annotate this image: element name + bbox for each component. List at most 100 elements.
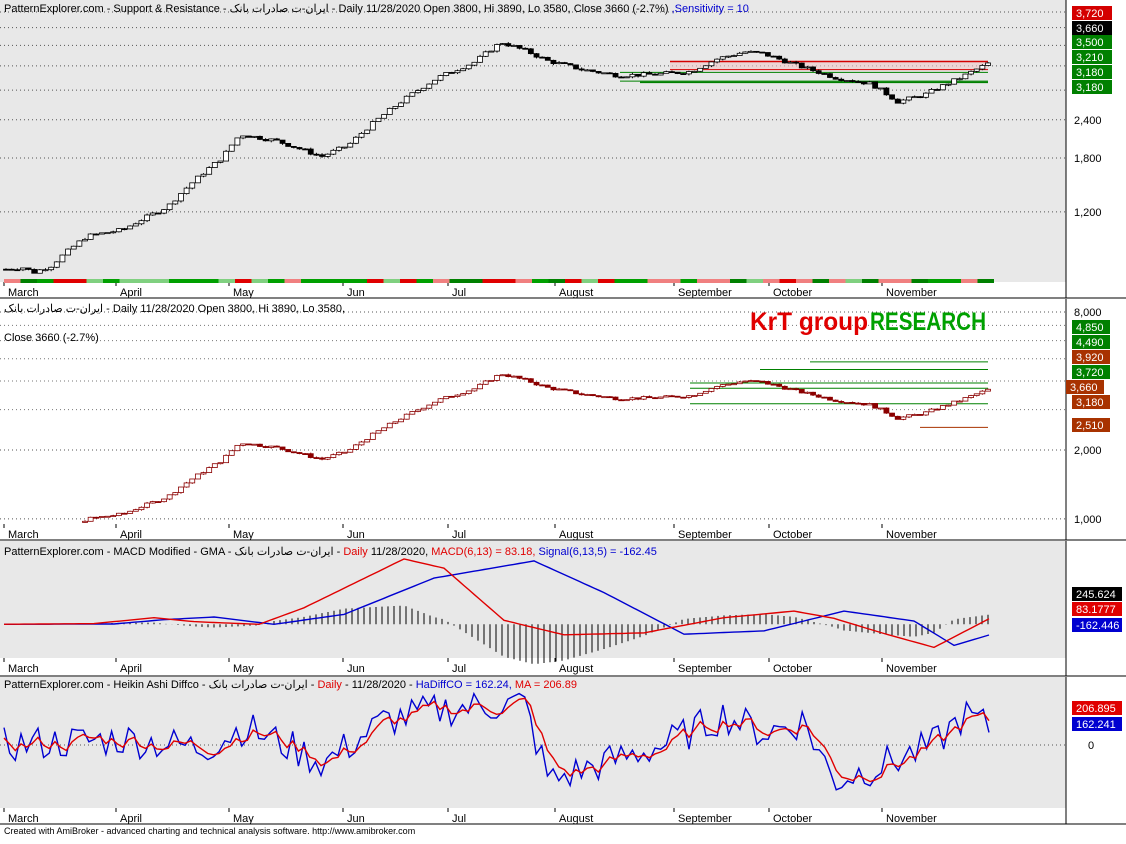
pane-2-candle	[776, 383, 783, 387]
pane-1-trend-strip	[746, 279, 763, 283]
pane-2-candle	[403, 413, 410, 420]
month-label: April	[120, 529, 142, 541]
pane-1-trend-strip	[713, 279, 730, 283]
pane-1-candle	[567, 63, 574, 66]
pane-1-candle	[860, 81, 867, 85]
pane-2-candle	[736, 381, 743, 385]
pane-1-candle	[900, 99, 907, 104]
pane-2-candle	[889, 412, 895, 417]
pane-1-candle	[505, 43, 512, 47]
pane-1-candle	[132, 223, 139, 227]
pane-2-candle	[443, 395, 450, 400]
pane-1-trend-strip	[70, 279, 87, 283]
pane-2-candle	[951, 400, 958, 406]
pane-1-candle	[889, 94, 895, 100]
pane-1-candle	[883, 87, 890, 96]
pane-2-candle	[793, 388, 800, 391]
pane-1-trend-strip	[779, 279, 796, 283]
pane-1-candle	[240, 135, 246, 139]
pane-1-candle	[296, 147, 303, 150]
month-label: Jul	[452, 529, 466, 541]
pane-2-candle	[245, 443, 252, 446]
month-label: Jul	[452, 287, 466, 299]
pane-1-trend-strip	[598, 279, 615, 283]
pane-2-candle	[149, 501, 156, 504]
month-label: Jun	[347, 287, 365, 299]
pane-2-candle	[132, 509, 139, 512]
pane-2-candle	[409, 411, 416, 415]
month-label: April	[120, 663, 142, 675]
pane-2-candle	[375, 430, 382, 434]
pane-1-candle	[313, 153, 320, 156]
pane-1-candle	[736, 52, 743, 56]
pane-1-candle	[217, 160, 224, 163]
pane-1-candle	[838, 78, 845, 81]
pane-4-value-tag	[1072, 701, 1122, 715]
pane-1-candle	[70, 245, 77, 250]
pane-1-candle	[584, 69, 591, 72]
pane-1-candle	[172, 200, 179, 205]
pane-2-candle	[161, 498, 167, 503]
pane-1-trend-strip	[86, 279, 103, 283]
pane-2-candle	[358, 441, 365, 446]
resistance-zone	[670, 61, 988, 70]
pane-1-trend-strip	[499, 279, 516, 283]
pane-2-candle	[556, 388, 562, 391]
pane-1-candle	[674, 71, 681, 74]
pane-1-candle	[268, 138, 275, 142]
pane-1-candle	[499, 43, 506, 45]
pane-2-value-tag-text: 2,510	[1076, 420, 1104, 432]
pane-2-candle	[635, 397, 641, 400]
pane-2-value-tag-text: 3,660	[1070, 382, 1098, 394]
pane-1-candle	[962, 73, 969, 80]
pane-2-candle	[273, 445, 280, 448]
pane-1-trend-strip	[647, 279, 664, 283]
pane-1-candle	[409, 92, 416, 97]
pane-2-candle	[392, 421, 399, 424]
pane-1-candle	[488, 50, 495, 53]
pane-1-trend-strip	[829, 279, 846, 283]
pane-1-candle	[149, 212, 156, 216]
pane-2-candle	[939, 405, 946, 410]
pane-1-candle	[251, 135, 258, 138]
pane-2-candle	[945, 404, 952, 407]
pane-1-candle	[646, 72, 653, 75]
pane-2-candle	[110, 515, 117, 518]
pane-1-value-tag	[1072, 80, 1112, 94]
month-label: Jun	[347, 663, 365, 675]
pane-2-candle	[448, 395, 455, 398]
month-label: November	[886, 663, 937, 675]
pane-2-candle	[827, 396, 833, 401]
pane-2-candle	[590, 394, 596, 397]
pane-1-candle	[65, 248, 71, 256]
month-label: March	[8, 813, 39, 825]
pane-1-candle	[273, 138, 280, 141]
pane-2-candle	[296, 452, 303, 454]
pane-2-candle	[838, 401, 845, 403]
pane-1-candle	[257, 135, 263, 140]
pane-2-candle	[770, 383, 777, 386]
pane-2-candle	[844, 402, 850, 404]
pane-1-candle	[680, 73, 687, 75]
pane-2-value-tag-text: 4,490	[1076, 337, 1104, 349]
pane-2-candle	[714, 386, 721, 389]
pane-1-candle	[821, 73, 828, 75]
pane-2-candle	[127, 510, 134, 514]
pane-1-candle	[985, 62, 991, 66]
pane-1-trend-strip	[532, 279, 549, 283]
pane-2-candle	[674, 395, 681, 398]
pane-2-candle	[640, 396, 647, 400]
month-label: August	[559, 663, 593, 675]
pane-2-value-tag-text: 3,720	[1076, 367, 1104, 379]
pane-1-candle	[398, 102, 404, 107]
month-label: October	[773, 529, 812, 541]
pane-1-candle	[426, 83, 433, 89]
pane-1-candle	[110, 231, 117, 234]
logo-research: RESEARCH	[870, 308, 986, 336]
pane-2-candle	[663, 395, 670, 398]
pane-1-trend-strip	[961, 279, 978, 283]
pane-1-candle	[482, 51, 489, 57]
pane-2-axis-label: 2,000	[1074, 445, 1102, 457]
pane-1-candle	[228, 144, 235, 152]
